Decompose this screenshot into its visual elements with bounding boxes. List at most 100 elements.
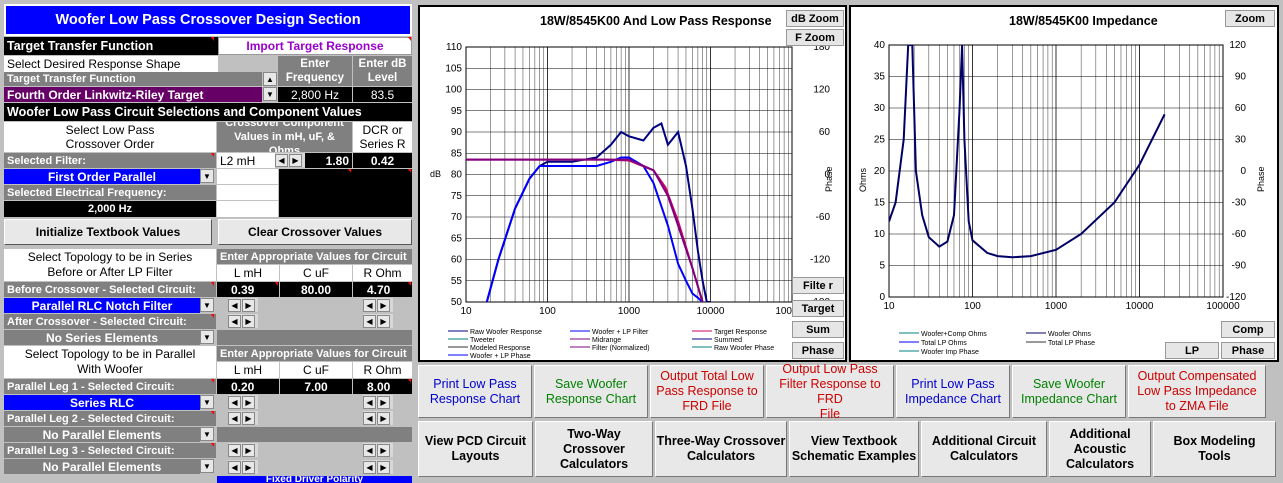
spin-left-icon[interactable]: ◀ <box>228 298 241 312</box>
pl2-r-spinner[interactable]: ◀ ▶ <box>363 411 393 425</box>
sum-toggle-button[interactable]: Sum <box>792 321 844 338</box>
spin-left-icon[interactable]: ◀ <box>363 411 376 425</box>
nav-button-3[interactable]: Three-Way Crossover Calculators <box>655 421 787 477</box>
f-zoom-button[interactable]: F Zoom <box>786 29 844 46</box>
before-c-value[interactable]: 80.00 <box>280 282 352 297</box>
initialize-textbook-button[interactable]: Initialize Textbook Values <box>4 219 212 245</box>
pl1-circuit-value[interactable]: Series RLC <box>4 395 200 410</box>
phase-toggle-button[interactable]: Phase <box>1221 342 1275 359</box>
nav-button-1[interactable]: View PCD Circuit Layouts <box>418 421 533 477</box>
spin-right-icon[interactable]: ▶ <box>377 411 390 425</box>
output-button-6[interactable]: Save Woofer Impedance Chart <box>1012 365 1126 418</box>
import-target-button[interactable]: Import Target Response <box>218 37 412 55</box>
after-r-spinner[interactable]: ◀ ▶ <box>363 314 393 328</box>
db-level-value[interactable]: 83.5 <box>353 87 412 102</box>
comp-toggle-button[interactable]: Comp <box>1221 321 1275 338</box>
spin-right-icon[interactable]: ▶ <box>377 460 390 474</box>
spin-left-icon[interactable]: ◀ <box>228 411 241 425</box>
spin-left-icon[interactable]: ◀ <box>363 460 376 474</box>
scroll-up-icon[interactable]: ▲ <box>263 72 277 86</box>
nav-button-4[interactable]: View Textbook Schematic Examples <box>789 421 919 477</box>
phase-toggle-button[interactable]: Phase <box>792 342 844 359</box>
output-button-7[interactable]: Output Compensated Low Pass Impedance to… <box>1128 365 1266 418</box>
spin-left-icon[interactable]: ◀ <box>228 443 241 457</box>
dcr-value[interactable]: 0.42 <box>353 153 412 168</box>
spin-left-icon[interactable]: ◀ <box>228 314 241 328</box>
spin-left-icon[interactable]: ◀ <box>363 443 376 457</box>
spin-right-icon[interactable]: ▶ <box>242 411 255 425</box>
comment-marker-icon <box>211 314 214 318</box>
spin-right-icon[interactable]: ▶ <box>242 298 255 312</box>
output-button-2[interactable]: Save Woofer Response Chart <box>534 365 648 418</box>
blank-input[interactable] <box>217 185 278 200</box>
dropdown-arrow-icon[interactable]: ▼ <box>263 87 277 101</box>
pl2-l-spinner[interactable]: ◀ ▶ <box>228 411 258 425</box>
before-l-spinner[interactable]: ◀ ▶ <box>228 298 258 312</box>
spin-right-icon[interactable]: ▶ <box>242 460 255 474</box>
target-toggle-button[interactable]: Target <box>792 300 844 317</box>
nav-button-6[interactable]: Additional Acoustic Calculators <box>1049 421 1151 477</box>
pl3-l-spinner[interactable]: ◀ ▶ <box>228 443 258 457</box>
spin-left-icon[interactable]: ◀ <box>363 314 376 328</box>
lp-toggle-button[interactable]: LP <box>1165 342 1219 359</box>
l2-spinner[interactable]: ◀ ▶ <box>275 153 305 167</box>
before-r-value[interactable]: 4.70 <box>353 282 412 297</box>
filter-toggle-button[interactable]: Filte r <box>792 277 844 294</box>
zoom-button[interactable]: Zoom <box>1225 10 1275 27</box>
frequency-value[interactable]: 2,800 Hz <box>278 87 352 102</box>
pl3-r-spinner[interactable]: ◀ ▶ <box>363 443 393 457</box>
pl3-r2-spinner[interactable]: ◀ ▶ <box>363 460 393 474</box>
spin-left-icon[interactable]: ◀ <box>363 298 376 312</box>
pl1-c-value[interactable]: 7.00 <box>280 379 352 394</box>
spin-right-icon[interactable]: ▶ <box>377 395 390 409</box>
after-l-spinner[interactable]: ◀ ▶ <box>228 314 258 328</box>
spin-left-icon[interactable]: ◀ <box>228 395 241 409</box>
dropdown-arrow-icon[interactable]: ▼ <box>200 298 214 312</box>
spin-left-icon[interactable]: ◀ <box>363 395 376 409</box>
comment-marker-icon <box>211 379 214 383</box>
spin-left-icon[interactable]: ◀ <box>228 460 241 474</box>
l2-value[interactable]: 1.80 <box>305 153 352 168</box>
spin-right-icon[interactable]: ▶ <box>242 443 255 457</box>
output-button-1[interactable]: Print Low Pass Response Chart <box>418 365 532 418</box>
pl1-r-spinner[interactable]: ◀ ▶ <box>363 395 393 409</box>
dropdown-arrow-icon[interactable]: ▼ <box>200 459 214 473</box>
x-tick-label: 1000 <box>618 306 641 317</box>
spin-right-icon[interactable]: ▶ <box>377 298 390 312</box>
output-button-5[interactable]: Print Low Pass Impedance Chart <box>896 365 1010 418</box>
output-button-3[interactable]: Output Total Low Pass Response to FRD Fi… <box>650 365 764 418</box>
nav-button-2[interactable]: Two-Way Crossover Calculators <box>535 421 653 477</box>
spin-left-icon[interactable]: ◀ <box>275 153 288 167</box>
nav-button-7[interactable]: Box Modeling Tools <box>1153 421 1276 477</box>
pl1-r-value[interactable]: 8.00 <box>353 379 412 394</box>
nav-button-5[interactable]: Additional Circuit Calculators <box>921 421 1047 477</box>
spin-right-icon[interactable]: ▶ <box>289 153 302 167</box>
pl3-circuit-value[interactable]: No Parallel Elements <box>4 459 200 474</box>
before-circuit-value[interactable]: Parallel RLC Notch Filter <box>4 298 200 313</box>
after-circuit-value[interactable]: No Series Elements <box>4 330 200 345</box>
y-tick-label: 40 <box>874 40 886 51</box>
blank-input[interactable] <box>217 201 278 217</box>
pl1-l-value[interactable]: 0.20 <box>217 379 279 394</box>
dropdown-arrow-icon[interactable]: ▼ <box>200 395 214 409</box>
clear-crossover-button[interactable]: Clear Crossover Values <box>218 219 412 245</box>
spin-right-icon[interactable]: ▶ <box>377 443 390 457</box>
pl3-l2-spinner[interactable]: ◀ ▶ <box>228 460 258 474</box>
pl2-circuit-value[interactable]: No Parallel Elements <box>4 427 200 442</box>
value-block-black <box>279 169 412 217</box>
filter-value[interactable]: First Order Parallel <box>4 169 200 184</box>
spin-right-icon[interactable]: ▶ <box>377 314 390 328</box>
db-zoom-button[interactable]: dB Zoom <box>786 10 844 27</box>
dropdown-arrow-icon[interactable]: ▼ <box>200 169 214 183</box>
blank-input[interactable] <box>217 169 278 184</box>
output-button-4[interactable]: Output Low Pass Filter Response to FRD F… <box>766 362 894 421</box>
chart-grid <box>465 46 793 303</box>
before-l-value[interactable]: 0.39 <box>217 282 279 297</box>
spin-right-icon[interactable]: ▶ <box>242 395 255 409</box>
before-r-spinner[interactable]: ◀ ▶ <box>363 298 393 312</box>
spin-right-icon[interactable]: ▶ <box>242 314 255 328</box>
dropdown-arrow-icon[interactable]: ▼ <box>200 427 214 441</box>
ttf-value[interactable]: Fourth Order Linkwitz-Riley Target <box>4 87 262 102</box>
dropdown-arrow-icon[interactable]: ▼ <box>200 330 214 344</box>
pl1-l-spinner[interactable]: ◀ ▶ <box>228 395 258 409</box>
